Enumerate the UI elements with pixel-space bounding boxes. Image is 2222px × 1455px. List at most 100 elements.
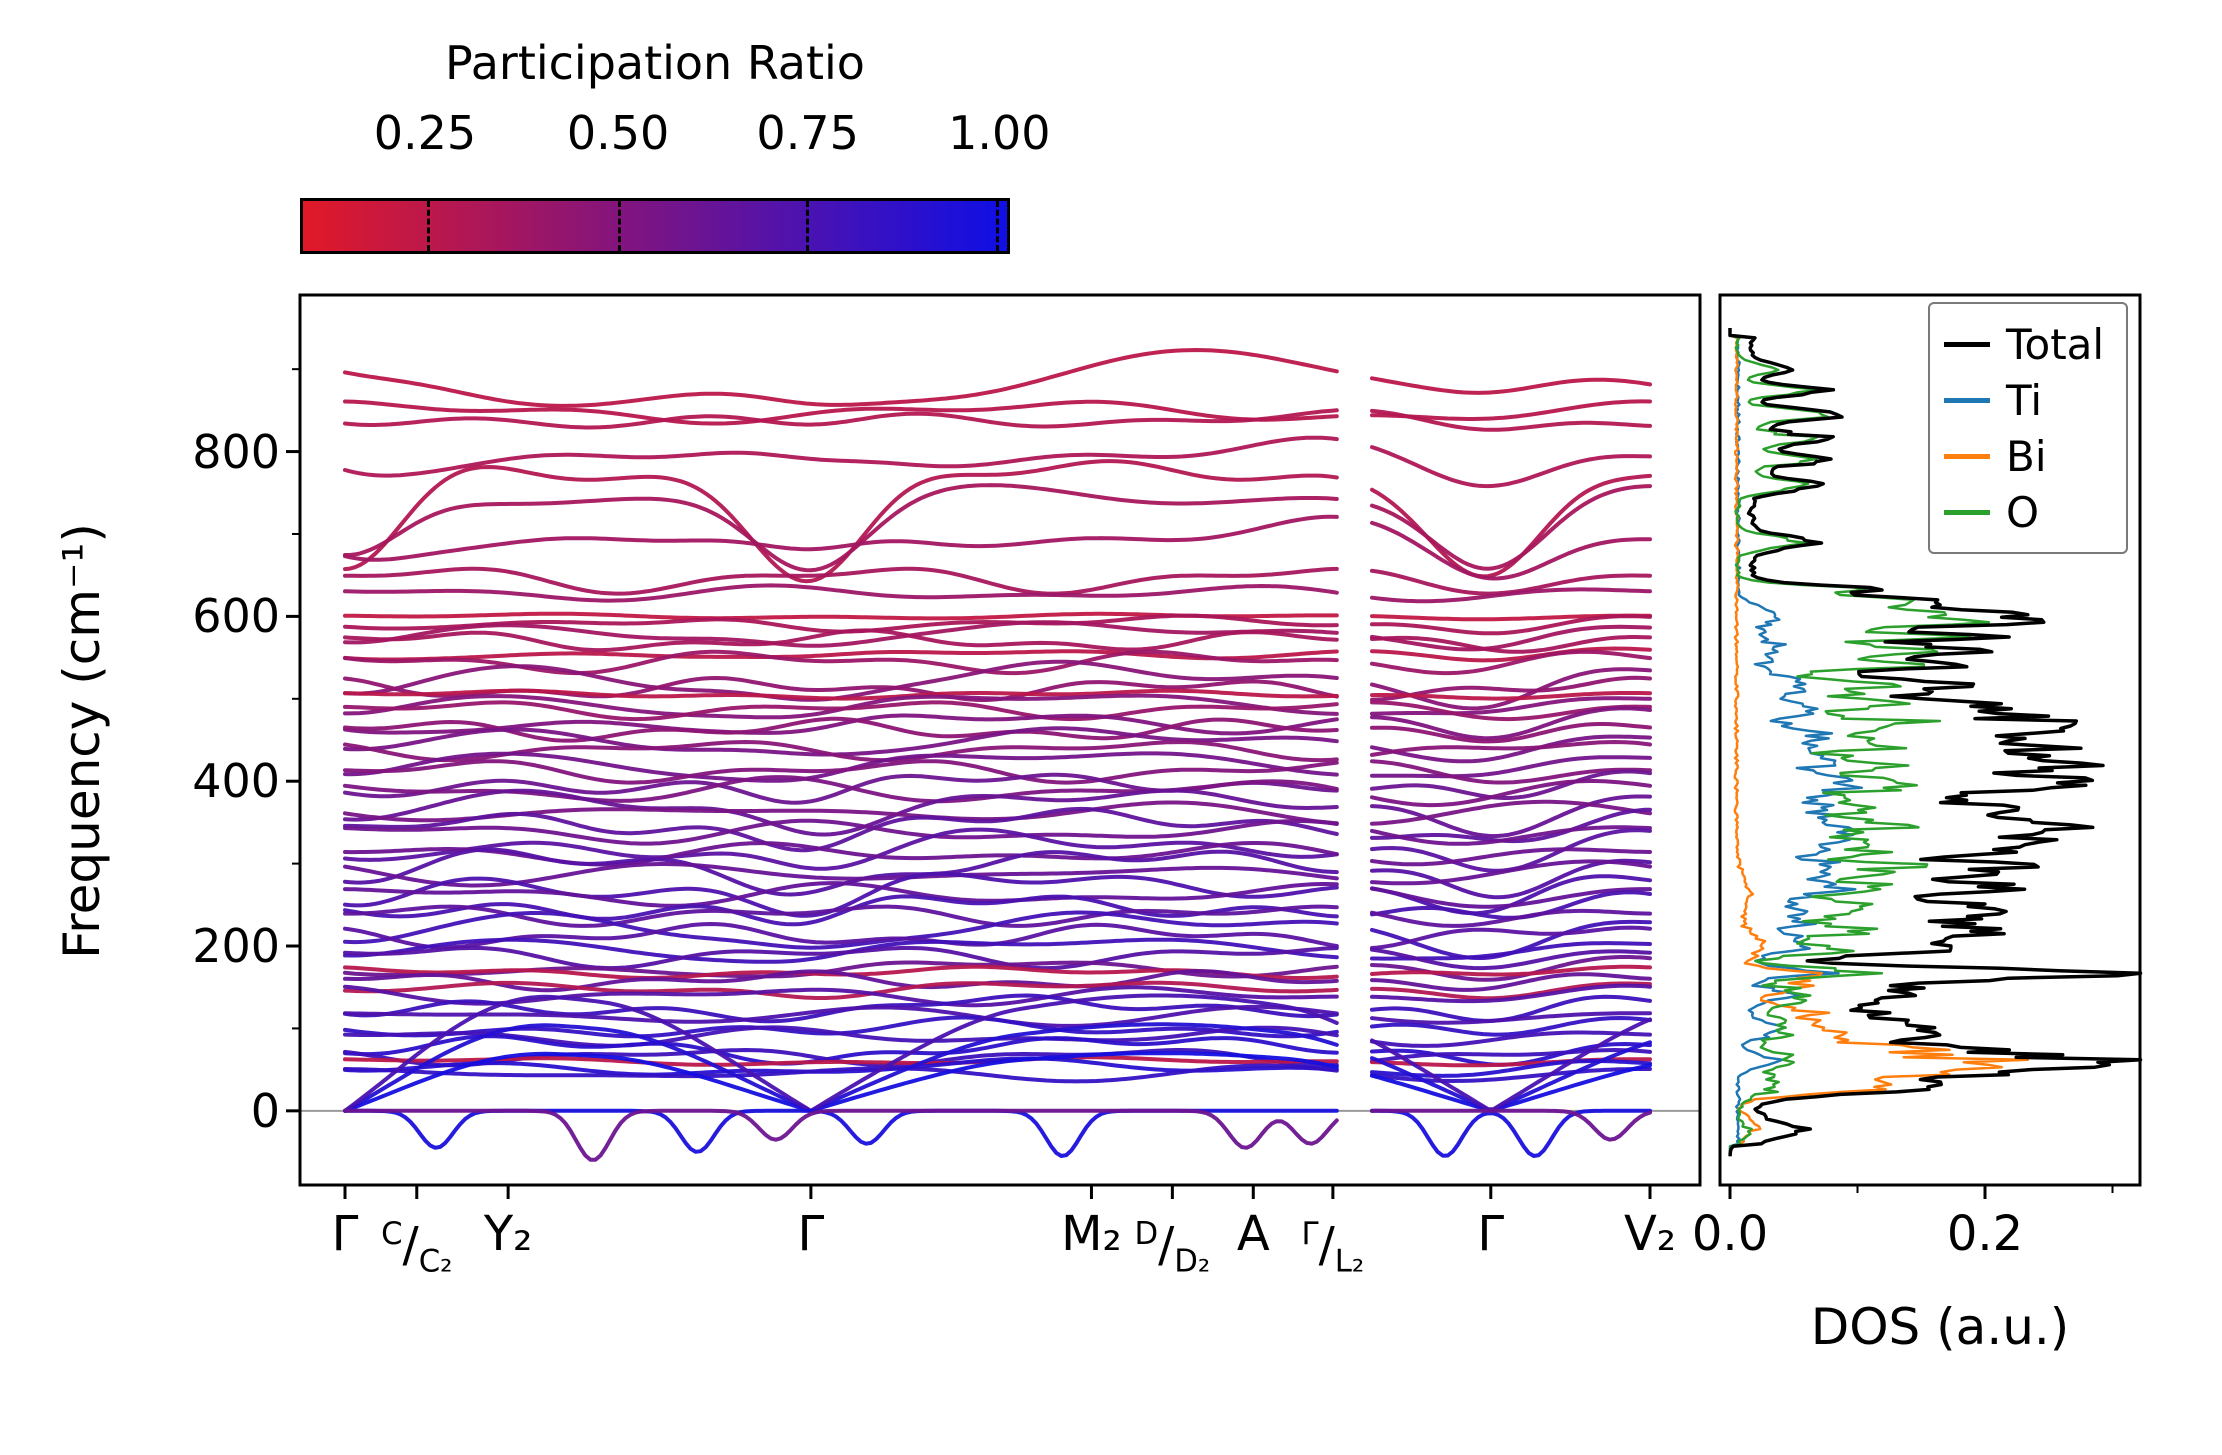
band-curve (1370, 675, 1652, 702)
legend-item: Total (1944, 316, 2112, 372)
band-curve (343, 566, 1339, 596)
x-tick-label: Γ (701, 1206, 921, 1262)
band-curve (343, 740, 1339, 763)
band-curve (1370, 1063, 1652, 1113)
band-curve (343, 399, 1339, 426)
legend-item: Ti (1944, 372, 2112, 428)
band-curve (1370, 646, 1652, 663)
band-curve (343, 659, 1339, 702)
y-tick-label: 200 (192, 919, 280, 974)
band-axes-box (298, 293, 1702, 1187)
band-curve (1370, 955, 1652, 982)
symmetry-label-token: L₂ (1334, 1243, 1365, 1280)
band-curve (1370, 740, 1652, 757)
band-curve (1370, 859, 1652, 886)
colorbar-tick-line (806, 201, 810, 251)
y-tick-label: 800 (192, 424, 280, 479)
band-curve (1370, 667, 1652, 711)
symmetry-label-token: Γ (1301, 1216, 1319, 1252)
band-curve (343, 922, 1339, 950)
symmetry-label-token: Y₂ (483, 1206, 533, 1262)
dos-x-axis-label: DOS (a.u.) (1810, 1298, 2070, 1356)
dos-curve-total (1728, 328, 2143, 1157)
band-curve (1370, 779, 1652, 808)
band-curve (1370, 696, 1652, 716)
band-curve (1370, 972, 1652, 992)
colorbar-tick-label: 0.75 (756, 106, 859, 160)
legend-line-swatch (1944, 453, 1990, 459)
band-curve (1370, 1048, 1652, 1064)
band-curve (343, 980, 1339, 1000)
band-curve (1370, 886, 1652, 909)
band-curve (1370, 484, 1652, 571)
band-curve (343, 1034, 1339, 1066)
band-curve (343, 945, 1339, 971)
band-curve (1370, 794, 1652, 839)
x-tick-label: Γ/L₂ (1223, 1206, 1443, 1290)
y-tick-label: 0 (250, 1083, 280, 1138)
y-tick-label: 400 (192, 754, 280, 809)
legend-line-swatch (1944, 509, 1990, 515)
band-structure-plot (286, 293, 1702, 1199)
band-curve (1370, 408, 1652, 432)
band-curve (1370, 825, 1652, 846)
symmetry-label-token: M₂ (1061, 1206, 1122, 1262)
dos-axes-box (1718, 293, 2142, 1187)
x-tick-label: D/D₂ (1062, 1206, 1282, 1290)
legend-line-swatch (1944, 397, 1990, 403)
band-curve (343, 1004, 1339, 1028)
x-tick-label: Y₂ (398, 1206, 618, 1262)
band-curve (343, 871, 1339, 918)
band-curve (343, 483, 1339, 573)
band-curve (1370, 947, 1652, 971)
dos-tick-label: 0.0 (1691, 1206, 1769, 1262)
band-curve (1370, 706, 1652, 741)
colorbar (300, 198, 1010, 254)
band-curve (1370, 691, 1652, 701)
band-curve (343, 818, 1339, 846)
band-curve (343, 894, 1339, 927)
symmetry-label-token: D (1134, 1216, 1159, 1252)
band-curve (1370, 376, 1652, 395)
band-curve (1370, 1011, 1652, 1025)
band-curve (1370, 722, 1652, 744)
legend-item: O (1944, 484, 2112, 540)
band-curve (343, 759, 1339, 785)
legend-label: O (2006, 487, 2040, 537)
band-curve (343, 583, 1339, 603)
band-curve (343, 620, 1339, 648)
legend-label: Bi (2006, 431, 2047, 481)
band-curve (1370, 734, 1652, 764)
band-curve (1370, 983, 1652, 1004)
band-curve (1370, 1016, 1652, 1037)
x-tick-label: A (1143, 1206, 1363, 1262)
band-curve (1370, 769, 1652, 800)
band-curve (1370, 759, 1652, 785)
band-curve (343, 969, 1339, 993)
dos-legend: Total Ti Bi O (1928, 302, 2128, 554)
band-curve (343, 806, 1339, 853)
colorbar-title: Participation Ratio (445, 36, 865, 90)
band-curve (1370, 925, 1652, 950)
band-curve (343, 348, 1339, 408)
band-curve (1370, 1017, 1652, 1112)
y-axis-label: Frequency (cm⁻¹) (53, 523, 111, 959)
band-curve (343, 1051, 1339, 1113)
band-curve (1370, 847, 1652, 867)
band-curve (1370, 964, 1652, 977)
band-curve (343, 841, 1339, 867)
band-curve (1370, 624, 1652, 652)
symmetry-label-token: A (1236, 1206, 1270, 1262)
band-curve (343, 1055, 1339, 1067)
symmetry-label-token: D₂ (1174, 1243, 1211, 1280)
band-curve (343, 688, 1339, 701)
band-curve (1370, 1040, 1652, 1112)
y-tick-label: 600 (192, 589, 280, 644)
band-curve (343, 628, 1339, 653)
band-curve (1370, 908, 1652, 928)
colorbar-tick-label: 1.00 (948, 106, 1051, 160)
dos-curve-o (1728, 328, 1991, 1157)
band-curve (343, 993, 1339, 1113)
symmetry-label-token: / (402, 1217, 419, 1273)
band-curve (343, 1022, 1339, 1113)
